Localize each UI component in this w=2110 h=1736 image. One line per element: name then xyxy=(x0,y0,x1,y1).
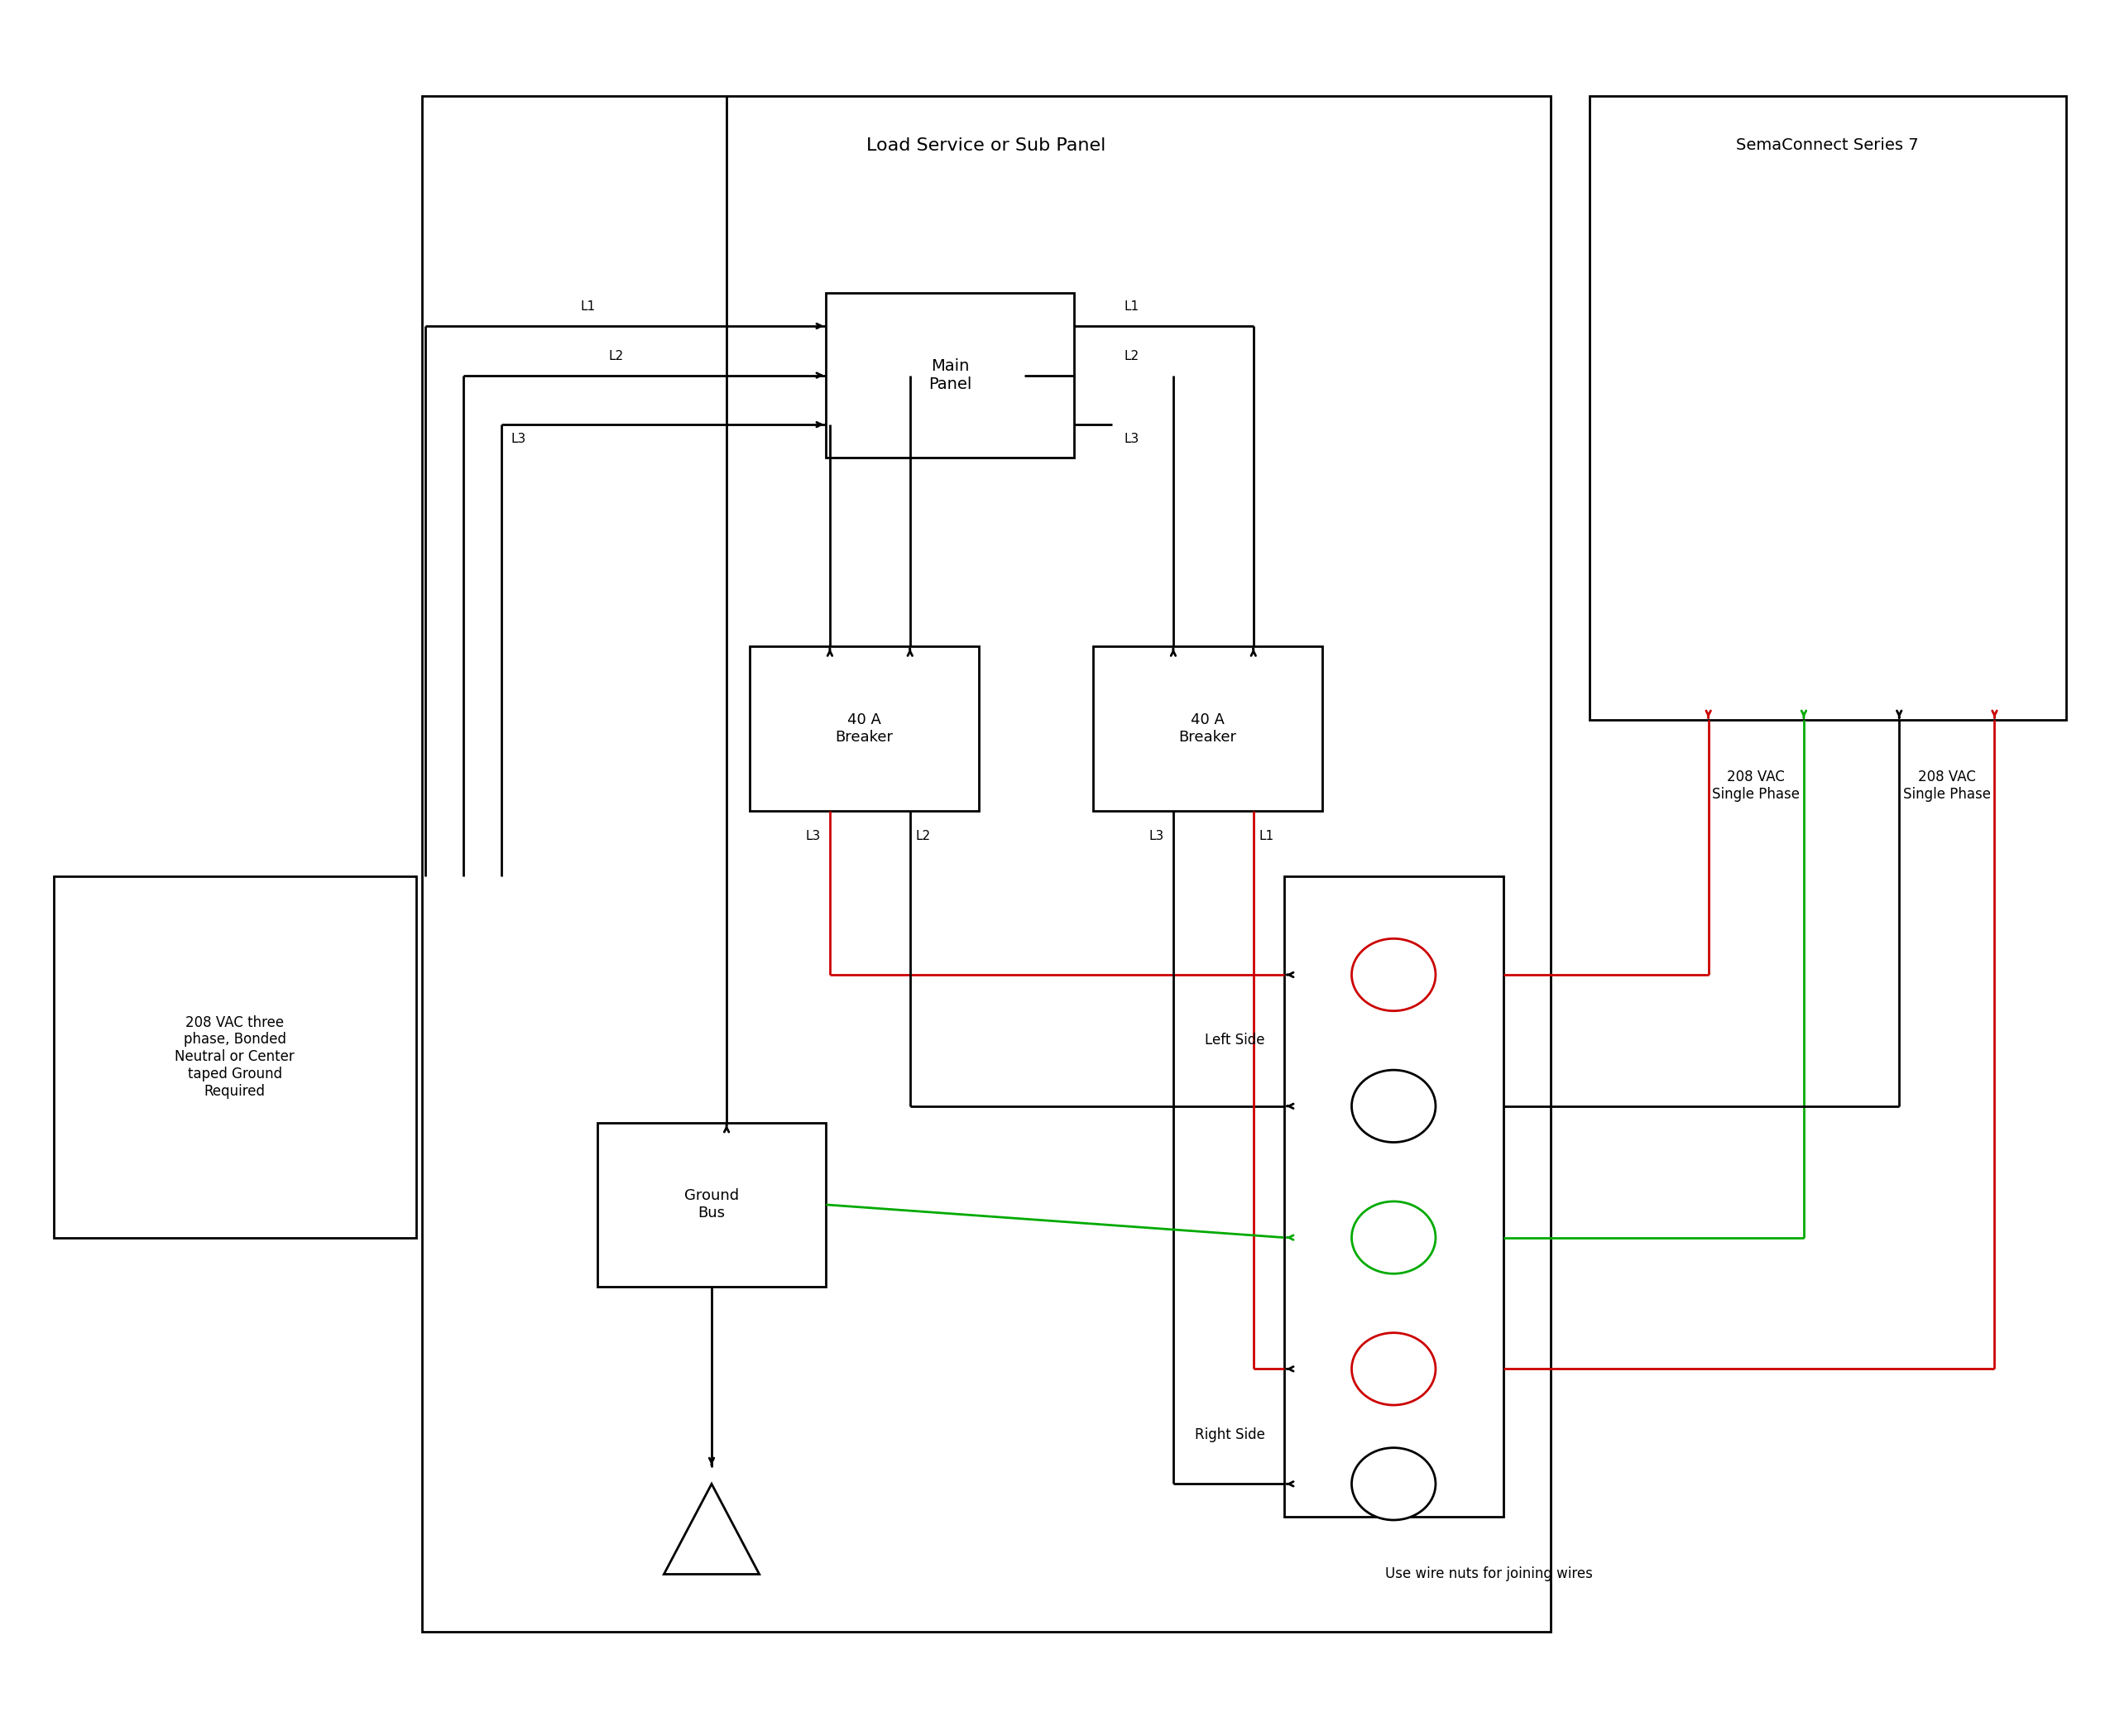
Bar xyxy=(597,1123,827,1286)
Bar xyxy=(749,646,979,811)
Bar xyxy=(1589,95,2066,720)
Text: 40 A
Breaker: 40 A Breaker xyxy=(1179,712,1236,745)
Text: Load Service or Sub Panel: Load Service or Sub Panel xyxy=(867,137,1106,153)
Text: L3: L3 xyxy=(1125,432,1139,444)
Text: L2: L2 xyxy=(1125,349,1139,363)
Circle shape xyxy=(1353,1201,1435,1274)
Text: L3: L3 xyxy=(1148,830,1165,842)
Text: L2: L2 xyxy=(916,830,931,842)
Bar xyxy=(1283,877,1502,1517)
Text: L3: L3 xyxy=(511,432,525,444)
Text: Right Side: Right Side xyxy=(1194,1427,1264,1443)
Text: 40 A
Breaker: 40 A Breaker xyxy=(836,712,893,745)
Text: Main
Panel: Main Panel xyxy=(928,358,973,392)
Text: SemaConnect Series 7: SemaConnect Series 7 xyxy=(1737,137,1918,153)
Bar xyxy=(1093,646,1323,811)
Bar xyxy=(422,95,1551,1632)
Text: 208 VAC
Single Phase: 208 VAC Single Phase xyxy=(1903,769,1990,802)
Circle shape xyxy=(1353,1069,1435,1142)
Bar xyxy=(827,293,1074,457)
Text: Use wire nuts for joining wires: Use wire nuts for joining wires xyxy=(1386,1568,1593,1581)
Text: L1: L1 xyxy=(580,300,595,312)
Text: Ground
Bus: Ground Bus xyxy=(684,1189,738,1220)
Text: L2: L2 xyxy=(608,349,625,363)
Text: L1: L1 xyxy=(1125,300,1139,312)
Text: 208 VAC
Single Phase: 208 VAC Single Phase xyxy=(1711,769,1800,802)
Text: L3: L3 xyxy=(806,830,821,842)
Circle shape xyxy=(1353,939,1435,1010)
Circle shape xyxy=(1353,1448,1435,1521)
Polygon shape xyxy=(665,1484,760,1575)
Text: Left Side: Left Side xyxy=(1205,1033,1264,1049)
Bar xyxy=(53,877,416,1238)
Text: L1: L1 xyxy=(1260,830,1274,842)
Circle shape xyxy=(1353,1333,1435,1404)
Text: 208 VAC three
phase, Bonded
Neutral or Center
taped Ground
Required: 208 VAC three phase, Bonded Neutral or C… xyxy=(175,1016,295,1099)
